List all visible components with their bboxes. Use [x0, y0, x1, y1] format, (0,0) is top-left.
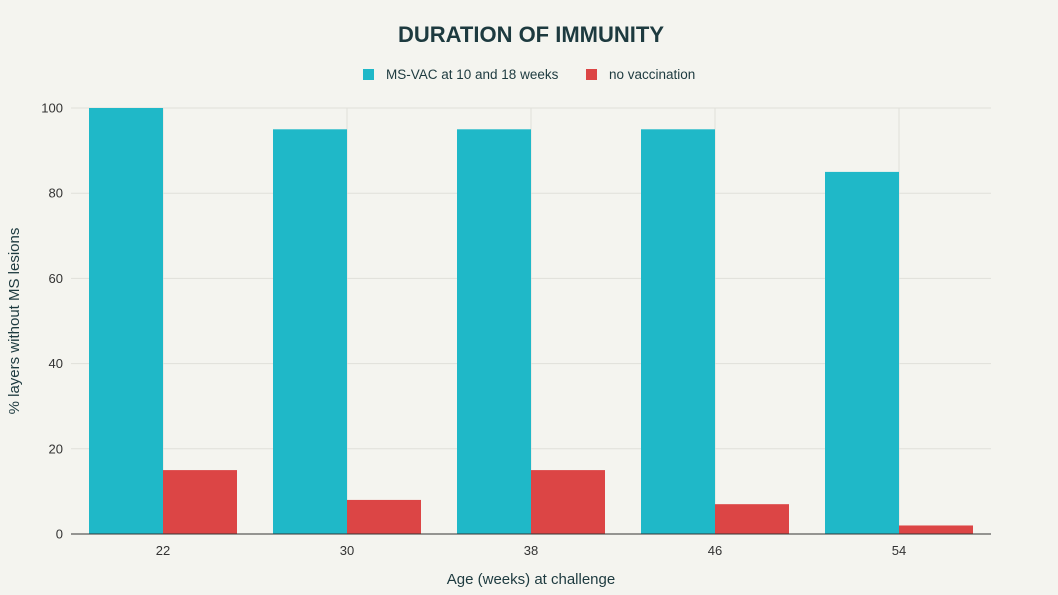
- x-tick-label: 22: [156, 543, 170, 558]
- legend-swatch-no-vaccination: [586, 69, 597, 80]
- bar-no-vaccination-30: [347, 499, 421, 534]
- x-tick-label: 54: [892, 543, 906, 558]
- bar-ms-vac-54: [825, 171, 899, 534]
- legend: MS-VAC at 10 and 18 weeks no vaccination: [363, 67, 695, 82]
- bar-ms-vac-30: [273, 129, 347, 535]
- legend-label-no-vaccination: no vaccination: [609, 67, 695, 82]
- bar-ms-vac-22: [89, 108, 163, 534]
- chart-title: DURATION OF IMMUNITY: [398, 22, 664, 47]
- x-axis-ticks: 22 30 38 46 54: [156, 543, 906, 558]
- x-axis-label: Age (weeks) at challenge: [447, 571, 615, 588]
- legend-label-ms-vac: MS-VAC at 10 and 18 weeks: [386, 67, 559, 82]
- y-axis-label: % layers without MS lesions: [6, 228, 23, 415]
- bar-no-vaccination-46: [715, 504, 789, 534]
- y-tick-label: 100: [41, 101, 63, 116]
- y-tick-label: 80: [49, 186, 63, 201]
- y-tick-label: 20: [49, 441, 63, 456]
- legend-swatch-ms-vac: [363, 69, 374, 80]
- x-tick-label: 30: [340, 543, 354, 558]
- y-tick-label: 40: [49, 356, 63, 371]
- bar-no-vaccination-22: [163, 470, 237, 534]
- x-tick-label: 38: [524, 543, 538, 558]
- y-axis-ticks: 0 20 40 60 80 100: [41, 101, 63, 542]
- y-tick-label: 0: [56, 527, 63, 542]
- bars: [89, 108, 973, 535]
- bar-ms-vac-38: [457, 129, 531, 535]
- y-tick-label: 60: [49, 271, 63, 286]
- bar-no-vaccination-38: [531, 470, 605, 534]
- x-tick-label: 46: [708, 543, 722, 558]
- bar-ms-vac-46: [641, 129, 715, 535]
- bar-no-vaccination-54: [899, 525, 973, 534]
